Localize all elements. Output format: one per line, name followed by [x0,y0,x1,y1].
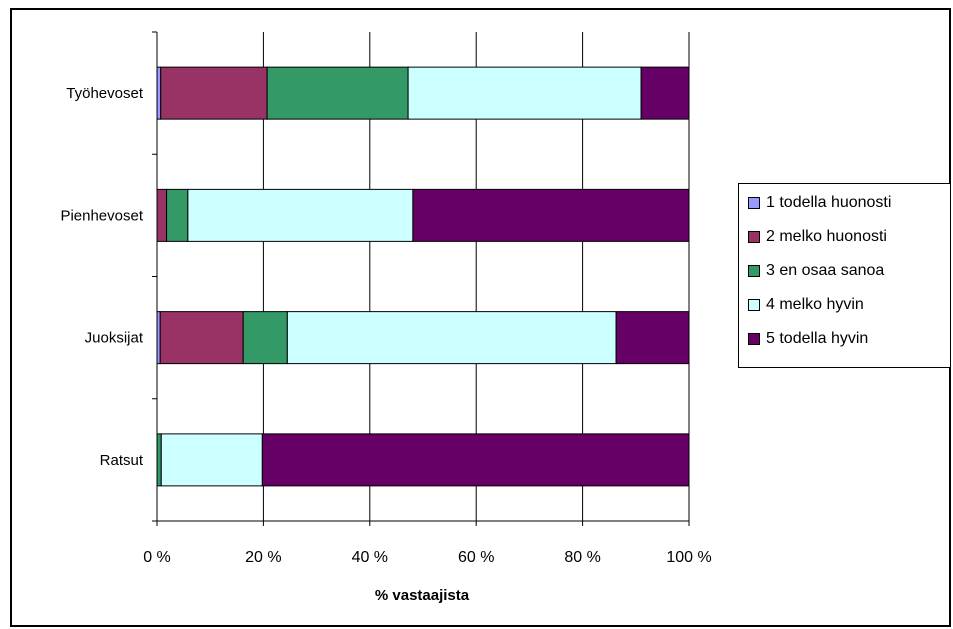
category-label: Juoksijat [85,330,144,347]
bar-segment [242,311,288,365]
bar-segment [160,433,263,487]
bar-segment [407,66,642,120]
bar-segment [159,311,244,365]
bar-segment [160,66,268,120]
bar-segment [266,66,409,120]
legend-label: 5 todella hyvin [766,330,869,347]
bar-segment [412,188,690,242]
x-tick-label: 20 % [245,549,281,566]
bar-segment [156,66,162,120]
legend-label: 3 en osaa sanoa [766,262,885,279]
legend-item: 4 melko hyvin [748,295,864,315]
legend-swatch [748,197,760,209]
legend-item: 2 melko huonosti [748,227,887,247]
legend-swatch [748,265,760,277]
bar-segment [261,433,690,487]
legend-item: 1 todella huonosti [748,193,891,213]
legend-swatch [748,333,760,345]
x-tick-label: 0 % [143,549,171,566]
legend-swatch [748,299,760,311]
x-axis-title: % vastaajista [375,587,470,604]
bar-segment [640,66,690,120]
category-label: Pienhevoset [60,207,143,224]
category-label: Työhevoset [66,85,144,102]
legend-item: 5 todella hyvin [748,329,868,349]
legend-swatch [748,231,760,243]
legend: 1 todella huonosti 2 melko huonosti 3 en o… [738,183,951,368]
legend-label: 2 melko huonosti [766,228,887,245]
x-tick-label: 60 % [458,549,494,566]
legend-label: 4 melko hyvin [766,296,864,313]
bar-segment [156,188,168,242]
bar-segment [166,188,189,242]
bar-segment [286,311,617,365]
x-tick-label: 40 % [352,549,388,566]
legend-item: 3 en osaa sanoa [748,261,884,281]
x-tick-label: 100 % [666,549,711,566]
bar-segment [156,433,162,487]
x-tick-label: 80 % [564,549,600,566]
legend-label: 1 todella huonosti [766,194,892,211]
bar-segment [615,311,690,365]
category-label: Ratsut [100,452,144,469]
bar-segment [187,188,414,242]
